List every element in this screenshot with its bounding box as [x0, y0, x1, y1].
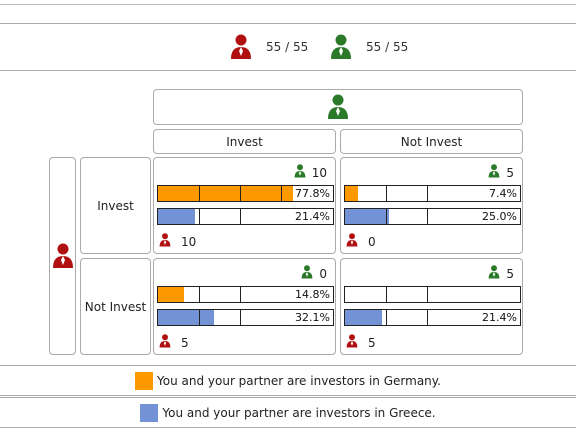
- bar-tick: [427, 287, 429, 302]
- cell-invest-not-invest[interactable]: 5 7.4% 25.0% 0: [340, 157, 523, 254]
- row-header-invest: Invest: [80, 157, 151, 254]
- cell-not-invest-invest[interactable]: 0 14.8% 32.1% 5: [153, 258, 336, 355]
- cell-not-invest-not-invest[interactable]: 5 21.4% 5: [340, 258, 523, 355]
- germany-bar-pct: 14.8%: [293, 287, 330, 302]
- germany-bar-fill: [158, 186, 295, 201]
- greece-bar-fill: [345, 310, 383, 325]
- germany-bar-pct: 7.4%: [487, 186, 517, 201]
- greece-bar-pct: 32.1%: [293, 310, 330, 325]
- green-payoff-value: 10: [311, 165, 327, 180]
- red-person-icon: [346, 334, 358, 351]
- green-payoff: 10: [294, 164, 327, 181]
- bar-tick: [427, 209, 429, 224]
- bar-tick: [427, 310, 429, 325]
- green-payoff-value: 5: [506, 266, 514, 281]
- bar-tick: [199, 209, 201, 224]
- red-person-icon: [230, 34, 252, 60]
- greece-bar: 25.0%: [344, 208, 521, 225]
- greece-bar-fill: [345, 209, 389, 224]
- green-score-text: 55 / 55: [366, 40, 409, 54]
- green-payoff: 0: [301, 265, 327, 282]
- red-payoff-value: 5: [368, 335, 376, 350]
- green-player-header: [153, 89, 523, 125]
- green-payoff-value: 0: [319, 266, 327, 281]
- germany-bar-fill: [158, 287, 184, 302]
- green-person-icon: [301, 265, 313, 282]
- red-payoff: 0: [346, 233, 376, 250]
- top-divider: [0, 4, 576, 5]
- bar-tick: [386, 310, 388, 325]
- greece-bar-pct: 21.4%: [293, 209, 330, 224]
- red-payoff-value: 0: [368, 234, 376, 249]
- germany-swatch: [135, 371, 153, 390]
- red-player-header: [49, 157, 76, 355]
- green-payoff: 5: [488, 265, 514, 282]
- greece-bar: 21.4%: [157, 208, 334, 225]
- legend-germany: You and your partner are investors in Ge…: [0, 365, 576, 396]
- legend-germany-text: You and your partner are investors in Ge…: [157, 373, 441, 388]
- green-payoff-value: 5: [506, 165, 514, 180]
- red-payoff: 5: [159, 334, 189, 351]
- row-header-not-invest: Not Invest: [80, 258, 151, 355]
- greece-bar-pct: 21.4%: [480, 310, 517, 325]
- bar-tick: [427, 186, 429, 201]
- germany-bar-fill: [345, 186, 358, 201]
- greece-bar: 32.1%: [157, 309, 334, 326]
- germany-bar: 7.4%: [344, 185, 521, 202]
- bar-tick: [386, 287, 388, 302]
- green-person-icon: [327, 94, 349, 120]
- red-person-icon: [52, 243, 74, 269]
- green-person-icon: [488, 265, 500, 282]
- green-payoff: 5: [488, 164, 514, 181]
- red-payoff-value: 5: [181, 335, 189, 350]
- bar-tick: [240, 186, 242, 201]
- bar-tick: [199, 287, 201, 302]
- cell-invest-invest[interactable]: 10 77.8% 21.4% 10: [153, 157, 336, 254]
- bar-tick: [199, 186, 201, 201]
- green-person-icon: [488, 164, 500, 181]
- bar-tick: [240, 310, 242, 325]
- bar-tick: [240, 209, 242, 224]
- germany-bar: 77.8%: [157, 185, 334, 202]
- legend-greece: You and your partner are investors in Gr…: [0, 397, 576, 428]
- bar-tick: [240, 287, 242, 302]
- green-person-icon: [330, 34, 352, 60]
- bar-tick: [199, 310, 201, 325]
- red-score-text: 55 / 55: [266, 40, 309, 54]
- red-payoff: 10: [159, 233, 196, 250]
- red-person-icon: [159, 233, 171, 250]
- greece-bar: 21.4%: [344, 309, 521, 326]
- red-payoff-value: 10: [181, 234, 197, 249]
- legend-greece-text: You and your partner are investors in Gr…: [162, 405, 436, 420]
- red-payoff: 5: [346, 334, 376, 351]
- green-person-icon: [294, 164, 306, 181]
- germany-bar: [344, 286, 521, 303]
- greece-bar-fill: [158, 310, 215, 325]
- bar-tick: [281, 186, 283, 201]
- germany-bar-pct: 77.8%: [293, 186, 330, 201]
- greece-bar-pct: 25.0%: [480, 209, 517, 224]
- greece-bar-fill: [158, 209, 196, 224]
- column-header-invest: Invest: [153, 129, 336, 154]
- score-bar: 55 / 55 55 / 55: [0, 23, 576, 71]
- green-score: 55 / 55: [330, 34, 408, 60]
- greece-swatch: [140, 403, 159, 422]
- germany-bar: 14.8%: [157, 286, 334, 303]
- red-score: 55 / 55: [230, 34, 308, 60]
- red-person-icon: [159, 334, 171, 351]
- column-header-not-invest: Not Invest: [340, 129, 523, 154]
- bar-tick: [386, 186, 388, 201]
- red-person-icon: [346, 233, 358, 250]
- bar-tick: [386, 209, 388, 224]
